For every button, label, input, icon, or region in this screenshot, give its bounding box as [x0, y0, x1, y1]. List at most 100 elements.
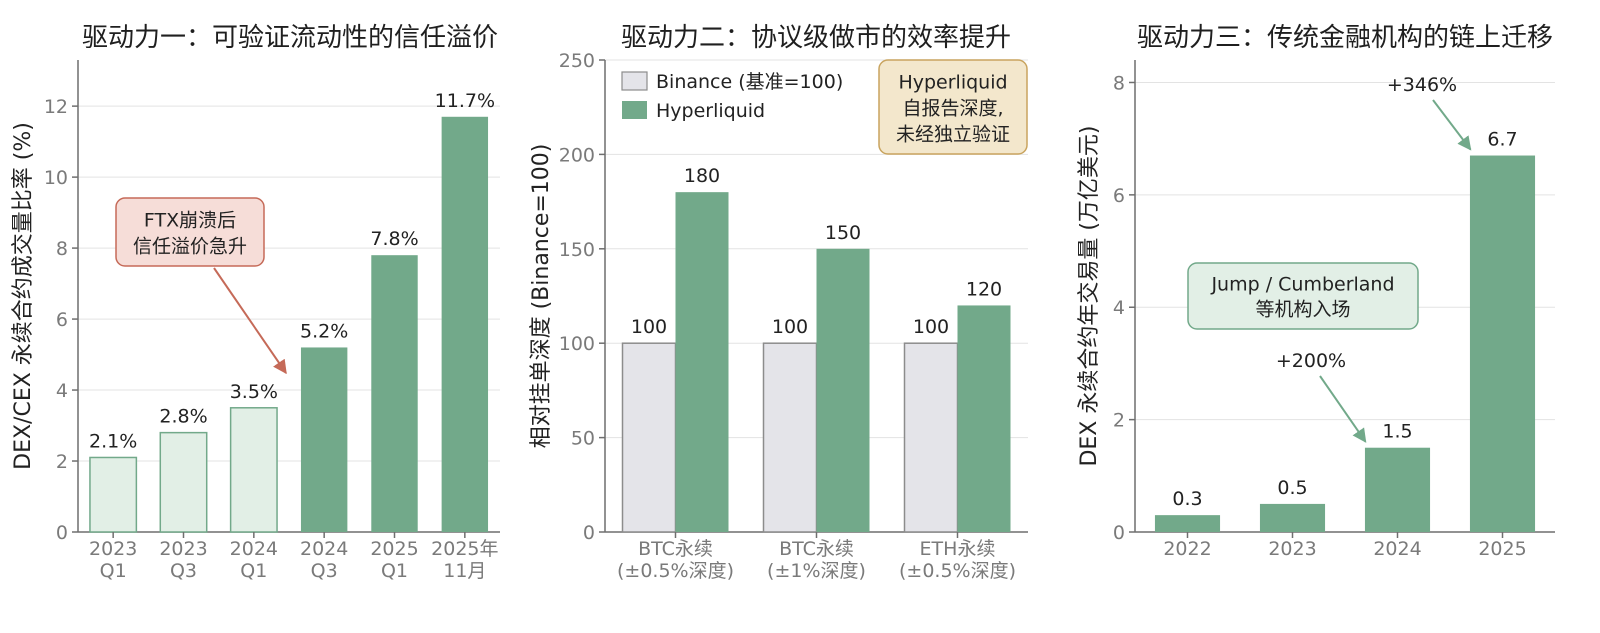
x-tick-label: (±1%深度)	[767, 560, 866, 582]
y-axis-title: DEX/CEX 永续合约成交量比率 (%)	[11, 122, 36, 470]
bar	[957, 305, 1011, 532]
x-tick-label: (±0.5%深度)	[899, 560, 1016, 582]
bar-value-label: 1.5	[1382, 421, 1412, 443]
x-tick-label: 2024	[1373, 538, 1421, 560]
y-tick-label: 200	[559, 144, 595, 166]
x-tick-label: Q1	[381, 560, 408, 582]
bar-value-label: 7.8%	[370, 228, 418, 250]
y-axis-title: DEX 永续合约年交易量 (万亿美元)	[1077, 125, 1102, 466]
y-tick-label: 100	[559, 333, 595, 355]
x-tick-label: 2022	[1163, 538, 1211, 560]
y-tick-label: 12	[44, 96, 68, 118]
bar-value-label: 100	[913, 316, 949, 338]
bar-value-label: 120	[966, 278, 1002, 300]
bar-value-label: 3.5%	[230, 381, 278, 403]
bar-value-label: 0.5	[1277, 477, 1307, 499]
x-tick-label: BTC永续	[779, 538, 854, 560]
annotation-box	[115, 197, 265, 267]
y-tick-label: 6	[1113, 185, 1125, 207]
x-tick-label: BTC永续	[638, 538, 713, 560]
x-tick-label: 2024	[300, 538, 348, 560]
annotation-arrow	[213, 267, 287, 375]
y-tick-label: 10	[44, 167, 68, 189]
bar-value-label: 5.2%	[300, 320, 348, 342]
bar	[1154, 515, 1221, 532]
bar	[300, 347, 348, 532]
bar-value-label: 2.1%	[89, 430, 137, 452]
bar	[159, 431, 208, 533]
annotation-text: 信任溢价急升	[133, 235, 247, 257]
chart-title: 驱动力一：可验证流动性的信任溢价	[82, 23, 498, 53]
growth-label: +346%	[1387, 74, 1457, 96]
x-tick-label: 2023	[89, 538, 137, 560]
legend-swatch	[621, 71, 648, 91]
x-tick-label: 2025	[370, 538, 418, 560]
growth-arrow	[1432, 99, 1472, 151]
annotation-text: 未经独立验证	[896, 123, 1010, 145]
bar	[903, 342, 959, 533]
annotation-box	[1187, 262, 1419, 330]
y-tick-label: 0	[1113, 522, 1125, 544]
bar-value-label: 180	[684, 165, 720, 187]
bar	[1469, 155, 1536, 532]
chart-panel-3: 0 2 4 6 8 驱动力三：传统金融机构的链上迁移 DEX 永续合约年交易量 (万亿美元)…	[1077, 23, 1555, 560]
y-tick-label: 2	[56, 451, 68, 473]
x-tick-label: ETH永续	[920, 538, 996, 560]
x-tick-label: 2023	[1268, 538, 1316, 560]
legend: Binance (基准=100) Hyperliquid	[621, 71, 843, 122]
y-tick-label: 0	[583, 522, 595, 544]
bar	[1259, 503, 1326, 532]
bar	[1364, 447, 1431, 532]
bar-value-label: 100	[631, 316, 667, 338]
annotation-box	[878, 59, 1028, 155]
annotation-text: FTX崩溃后	[144, 209, 236, 231]
bar-value-label: 2.8%	[159, 406, 207, 428]
bar-value-label: 11.7%	[435, 90, 495, 112]
bar	[229, 407, 278, 533]
y-tick-label: 8	[56, 238, 68, 260]
y-tick-label: 2	[1113, 410, 1125, 432]
x-tick-label: Q3	[170, 560, 197, 582]
chart-panel-1: 0 2 4 6 8 10 12 驱动力一：可验证流动性的信任溢价 DEX/CEX 永续合约成交量…	[11, 23, 500, 582]
bar	[675, 192, 729, 532]
y-tick-label: 8	[1113, 72, 1125, 94]
x-tick-label: 2024	[230, 538, 278, 560]
x-tick-label: Q1	[240, 560, 267, 582]
x-tick-label: Q3	[311, 560, 338, 582]
x-tick-label: (±0.5%深度)	[617, 560, 734, 582]
x-tick-label: Q1	[100, 560, 127, 582]
legend-swatch	[622, 101, 647, 119]
y-tick-label: 0	[56, 522, 68, 544]
x-tick-label: 11月	[443, 560, 486, 582]
legend-label: Hyperliquid	[656, 100, 765, 122]
growth-label: +200%	[1276, 350, 1346, 372]
growth-arrow	[1319, 375, 1367, 443]
bar-value-label: 6.7	[1487, 129, 1517, 151]
bar	[441, 116, 489, 532]
y-tick-label: 4	[56, 380, 68, 402]
annotation-text: Jump / Cumberland	[1210, 274, 1394, 296]
chart-title: 驱动力二：协议级做市的效率提升	[621, 23, 1011, 53]
x-tick-label: 2023	[159, 538, 207, 560]
y-tick-label: 4	[1113, 297, 1125, 319]
annotation-text: 自报告深度,	[902, 97, 1003, 119]
annotation-text: Hyperliquid	[898, 71, 1007, 93]
x-tick-label: 2025	[1478, 538, 1526, 560]
x-tick-label: 2025年	[431, 538, 498, 560]
y-tick-label: 6	[56, 309, 68, 331]
y-tick-label: 50	[571, 428, 595, 450]
y-axis-title: 相对挂单深度 (Binance=100)	[529, 144, 554, 449]
bar-value-label: 100	[772, 316, 808, 338]
bar	[816, 248, 870, 533]
bar	[762, 342, 818, 533]
bar	[621, 342, 677, 533]
legend-label: Binance (基准=100)	[656, 71, 843, 93]
bar	[371, 255, 418, 532]
bar-value-label: 150	[825, 222, 861, 244]
chart-title: 驱动力三：传统金融机构的链上迁移	[1137, 23, 1553, 53]
bar-value-label: 0.3	[1172, 488, 1202, 510]
bar	[89, 456, 138, 533]
